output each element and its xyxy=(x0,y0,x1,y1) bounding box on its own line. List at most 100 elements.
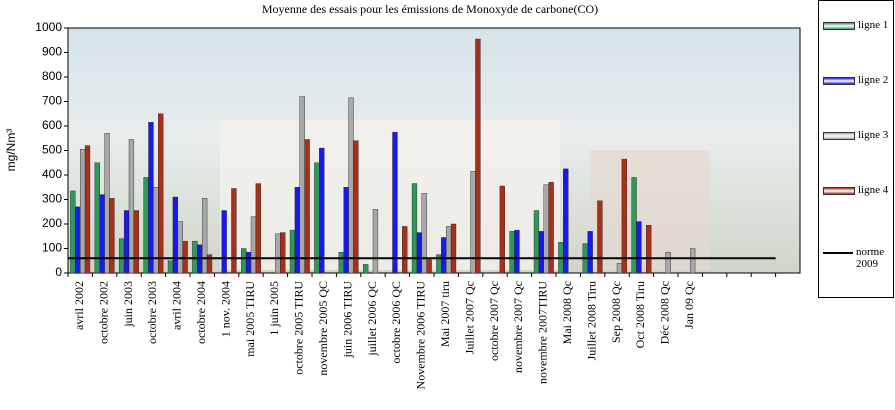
legend-swatch xyxy=(823,187,855,195)
bar xyxy=(636,221,642,274)
bar xyxy=(245,251,252,274)
x-tick-label: avril 2002 xyxy=(72,281,86,330)
legend-swatch xyxy=(823,252,853,254)
y-tick-label: 900 xyxy=(42,45,62,59)
legend-label: ligne 1 xyxy=(858,19,889,31)
bar xyxy=(450,223,457,274)
bar xyxy=(201,198,208,274)
y-tick-label: 300 xyxy=(42,192,62,206)
x-tick-label: Novembre 2006 TIRU xyxy=(414,281,428,390)
bar xyxy=(304,139,310,274)
x-tick-label: Jan 09 Qc xyxy=(682,281,696,329)
bar xyxy=(158,113,164,274)
bar xyxy=(499,185,505,274)
bar xyxy=(392,131,398,274)
bar xyxy=(192,240,198,274)
bar xyxy=(416,232,423,274)
bar xyxy=(289,229,296,274)
x-tick-label: octobre 2007 Qc xyxy=(487,281,501,361)
legend-label: norme 2009 xyxy=(856,246,885,270)
bar xyxy=(372,209,379,274)
bar xyxy=(250,216,257,274)
legend-entry: ligne 2 xyxy=(823,74,895,86)
bar xyxy=(241,248,247,274)
layer: 0 100 200 300 400 500 600 700 800 900 1000 avril 20… xyxy=(35,20,777,390)
bar xyxy=(421,193,427,274)
bar xyxy=(148,122,154,274)
bar xyxy=(475,38,481,274)
x-tick-label: novembre 2007TIRU xyxy=(536,281,550,384)
bar xyxy=(84,145,91,274)
x-tick-label: Mai 2007 tiru xyxy=(438,281,452,347)
y-tick-label: 1000 xyxy=(35,20,62,34)
bar xyxy=(172,196,178,274)
bar xyxy=(343,187,349,274)
bar xyxy=(255,183,261,274)
x-tick-label: 1 juin 2005 xyxy=(267,281,281,336)
bar xyxy=(402,226,408,274)
bar xyxy=(533,210,540,274)
bar xyxy=(353,140,359,274)
legend-label: ligne 4 xyxy=(858,184,889,196)
bar xyxy=(563,168,569,274)
bar xyxy=(182,240,188,274)
legend-swatch xyxy=(823,22,855,30)
x-tick-label: Déc 2008 Qc xyxy=(658,281,672,344)
bar xyxy=(509,231,515,274)
bar xyxy=(104,133,110,274)
x-tick-label: octobre 2005 TIRU xyxy=(292,281,306,375)
bar xyxy=(514,229,520,274)
bar xyxy=(426,259,432,274)
bar xyxy=(314,162,320,274)
y-tick-label: 400 xyxy=(42,167,62,181)
x-tick-label: Juillet 2008 Tiru xyxy=(584,281,598,360)
bar xyxy=(231,188,237,274)
x-tick-label: Mai 2008 Qc xyxy=(560,281,574,344)
bar xyxy=(94,162,100,274)
legend-entry: norme 2009 xyxy=(823,246,894,270)
bar xyxy=(548,182,554,274)
bar xyxy=(363,264,369,274)
bar xyxy=(319,147,325,274)
x-tick-label: octobre 2004 xyxy=(194,281,208,344)
x-tick-label: octobre 2003 xyxy=(145,281,159,344)
bar xyxy=(665,251,671,274)
bar xyxy=(690,248,696,274)
y-tick-label: 800 xyxy=(42,69,62,83)
bar xyxy=(167,260,174,274)
x-tick-label: octobre 2006 QC xyxy=(389,281,403,364)
x-tick-label: juin 2006 TIRU xyxy=(340,281,354,359)
bar xyxy=(79,149,86,274)
bar xyxy=(348,97,354,274)
bar xyxy=(587,231,593,274)
x-tick-label: Juillet 2007 Qc xyxy=(462,281,476,354)
bar xyxy=(109,198,115,274)
bar xyxy=(597,200,603,274)
legend-entry: ligne 3 xyxy=(823,129,895,141)
bar xyxy=(133,210,139,274)
y-tick-label: 100 xyxy=(42,241,62,255)
legend-swatch xyxy=(823,132,855,140)
bar xyxy=(621,158,627,274)
bar xyxy=(75,206,81,274)
bar xyxy=(153,187,159,274)
bar xyxy=(275,233,281,274)
bar xyxy=(119,238,125,274)
x-tick-label: octobre 2002 xyxy=(96,281,110,344)
bar xyxy=(616,263,623,274)
bar xyxy=(543,184,549,274)
y-tick-label: 600 xyxy=(42,118,62,132)
bar xyxy=(70,190,76,274)
bar xyxy=(123,210,130,274)
y-tick-label: 500 xyxy=(42,143,62,157)
x-tick-label: juin 2003 xyxy=(121,281,135,328)
bar xyxy=(446,226,452,274)
y-tick-label: 700 xyxy=(42,94,62,108)
chart-title: Moyenne des essais pour les émissions de… xyxy=(262,2,598,16)
bar xyxy=(221,210,227,274)
bar xyxy=(646,225,652,274)
bar xyxy=(99,194,105,274)
x-tick-label: Oct 2008 Tiru xyxy=(633,281,647,348)
